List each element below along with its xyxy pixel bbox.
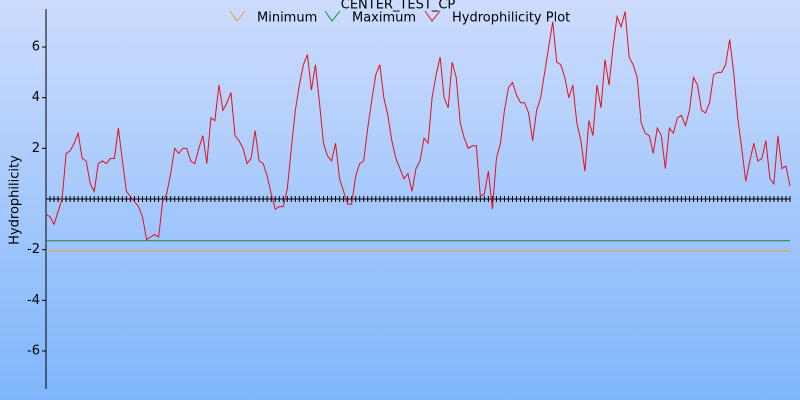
legend-icon [324,10,341,22]
legend-icon [229,10,246,22]
series-line [45,11,791,241]
y-tick-label: 2 [32,141,40,156]
legend-label: Hydrophilicity Plot [452,11,570,26]
y-axis-label: Hydrophilicity [8,155,23,245]
chart-title: CENTER_TEST_CP [341,0,456,13]
legend-label: Maximum [352,11,416,26]
y-tick-label: 4 [32,90,40,105]
y-tick-label: -6 [27,344,40,359]
legend-icon [424,10,441,22]
y-tick-label: -4 [27,293,40,308]
legend-label: Minimum [257,11,317,26]
y-tick-label: 6 [32,40,40,55]
y-tick-label: -2 [27,242,40,257]
